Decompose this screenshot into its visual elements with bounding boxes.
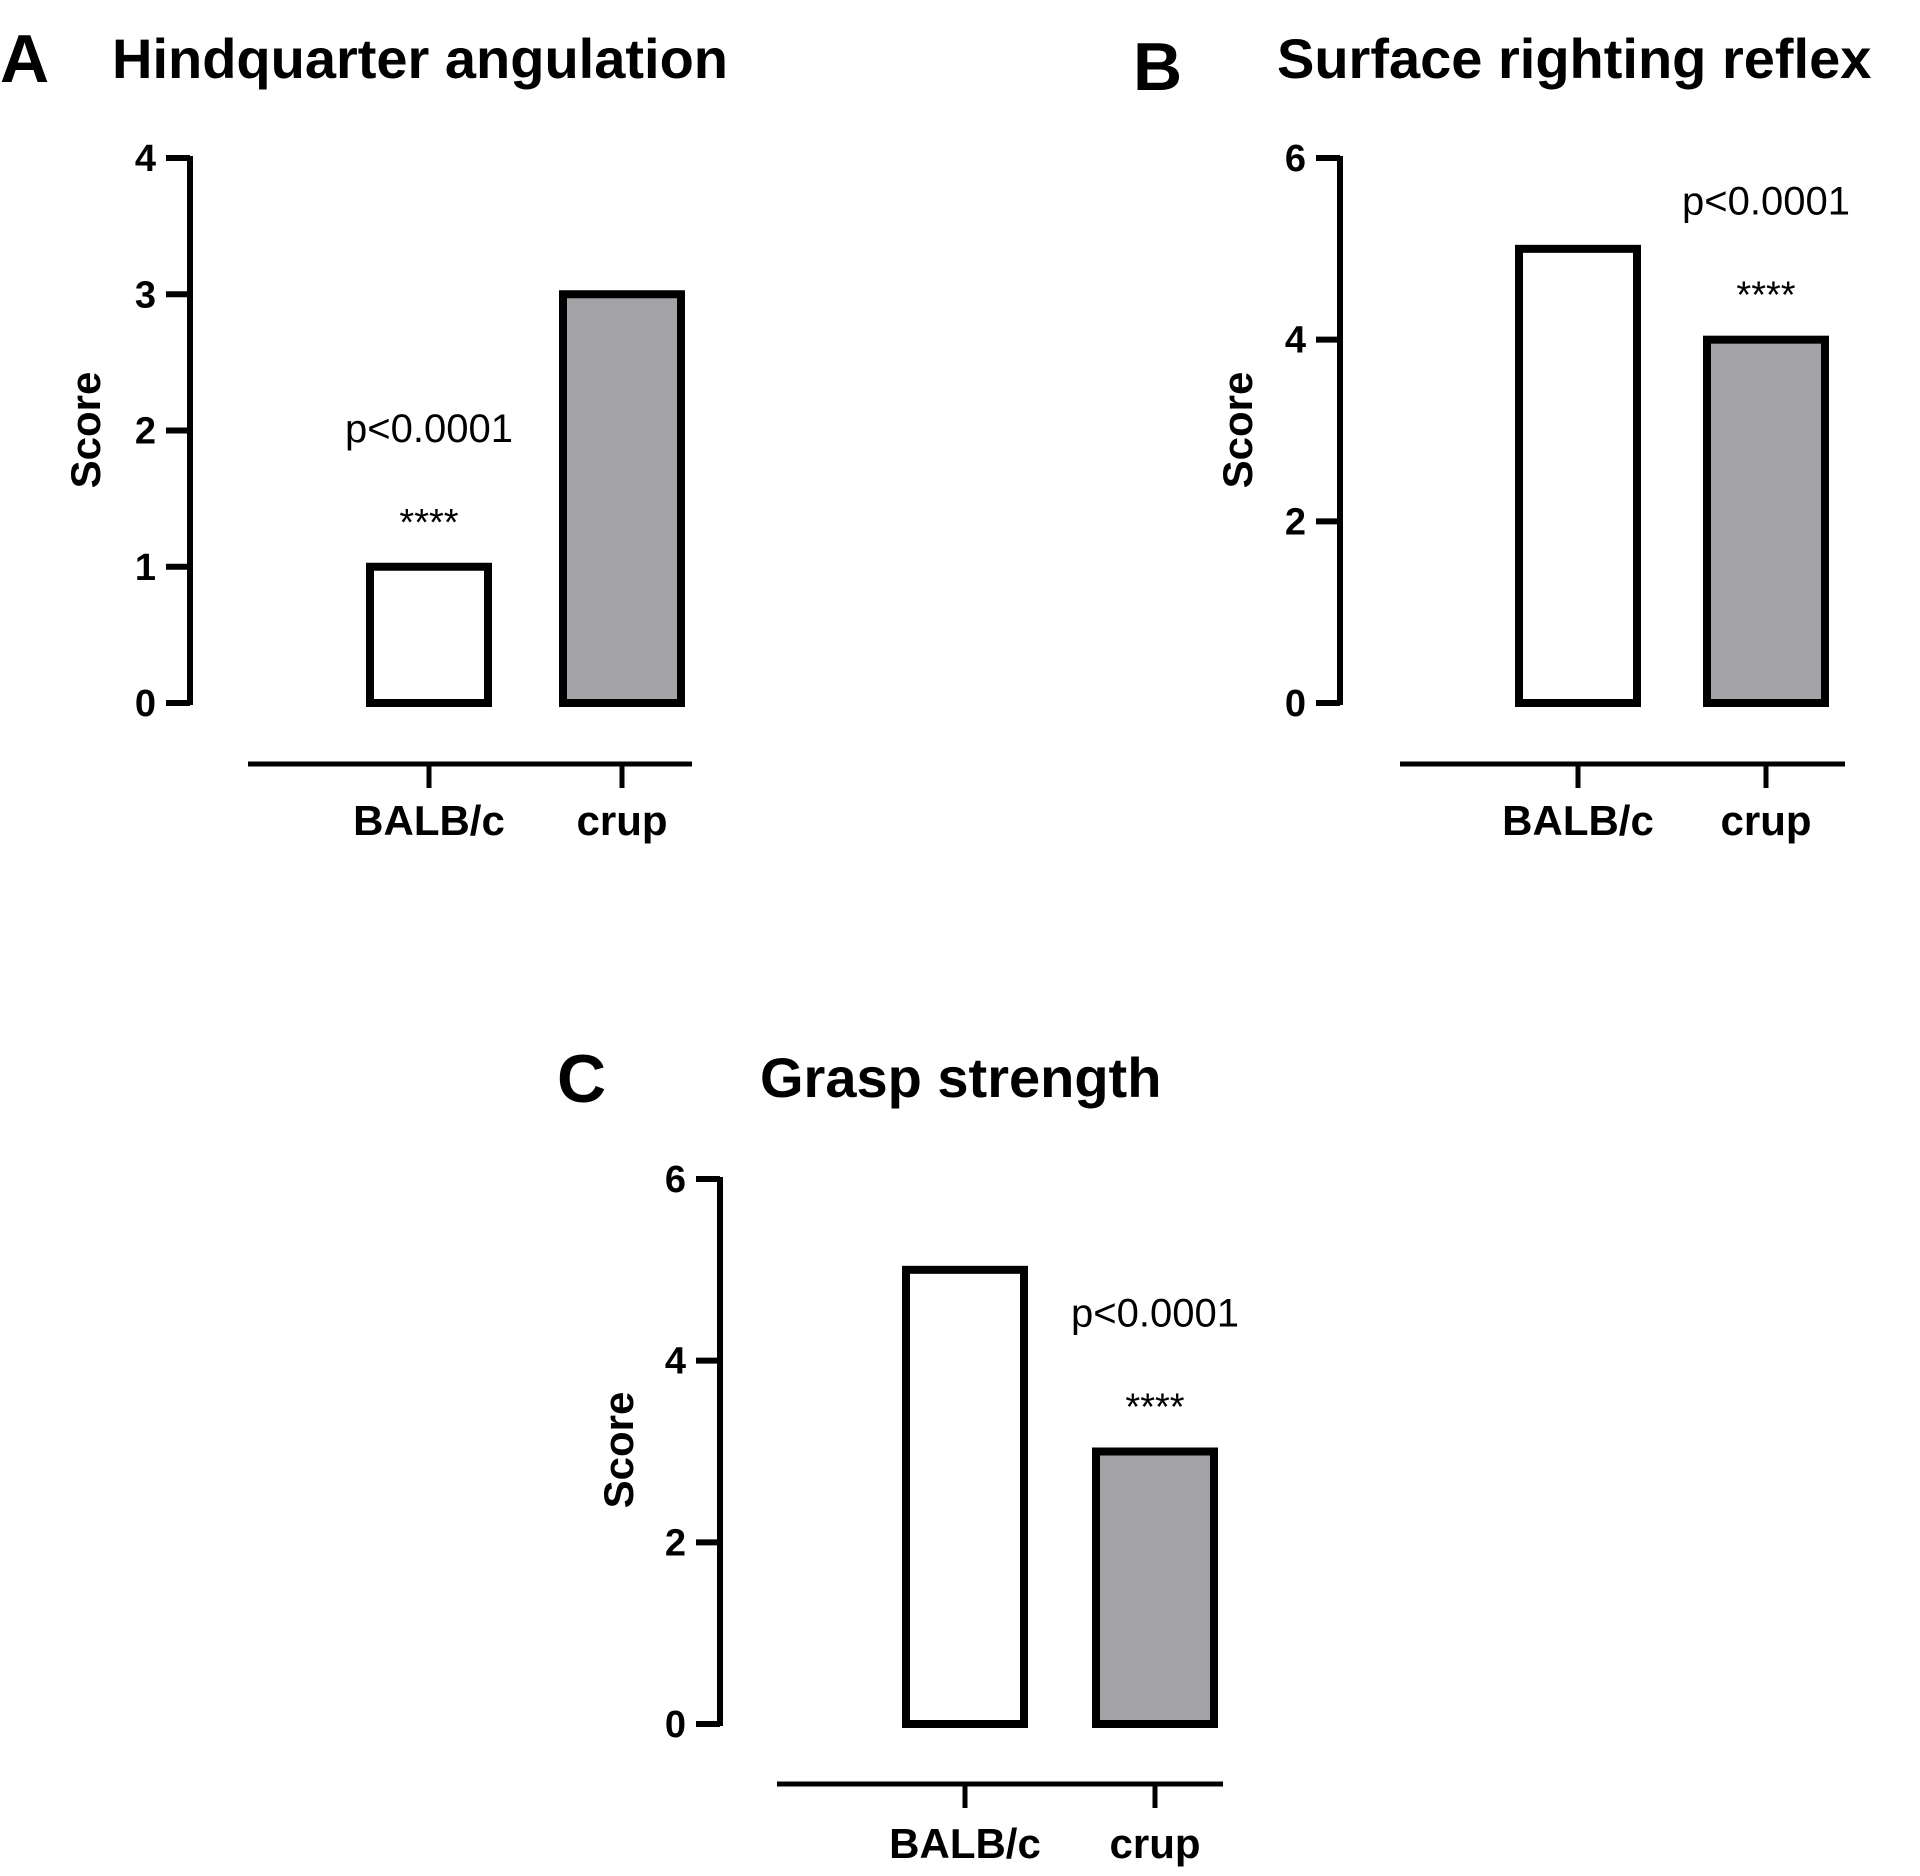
y-axis-title: Score — [62, 372, 109, 489]
x-tick-label: BALB/c — [353, 797, 505, 844]
significance-stars: **** — [1125, 1387, 1184, 1429]
p-value-label: p<0.0001 — [1071, 1292, 1239, 1336]
x-tick-label: crup — [576, 797, 667, 844]
bar-balbc — [902, 1265, 1028, 1729]
bar-balbc — [366, 562, 492, 707]
chart-title: Grasp strength — [760, 1046, 1161, 1109]
bar-balbc — [1515, 244, 1641, 707]
p-value-label: p<0.0001 — [1682, 180, 1850, 224]
chart-title: Hindquarter angulation — [112, 27, 728, 90]
y-tick-label: 4 — [1285, 320, 1306, 362]
y-tick-label: 2 — [665, 1522, 686, 1564]
chart-panel-b: B Surface righting reflex 0 2 4 6 Score BALB/c c… — [1133, 27, 1871, 844]
significance-stars: **** — [1736, 275, 1795, 317]
y-tick-label: 0 — [1285, 683, 1306, 725]
p-value-label: p<0.0001 — [345, 407, 513, 451]
y-tick-label: 1 — [135, 547, 156, 589]
y-axis-title: Score — [1214, 372, 1261, 489]
bar-crup — [559, 290, 685, 707]
panel-letter: C — [557, 1041, 606, 1117]
x-tick-label: crup — [1720, 797, 1811, 844]
y-tick-label: 6 — [1285, 138, 1306, 180]
y-tick-label: 3 — [135, 274, 156, 316]
y-tick-label: 6 — [665, 1159, 686, 1201]
y-tick-label: 2 — [1285, 501, 1306, 543]
chart-panel-c: C Grasp strength 0 2 4 6 Score BALB/c crup **** p<… — [557, 1041, 1239, 1867]
y-tick-label: 0 — [665, 1704, 686, 1746]
x-tick-label: BALB/c — [889, 1820, 1041, 1867]
x-tick-label: BALB/c — [1502, 797, 1654, 844]
y-tick-label: 0 — [135, 683, 156, 725]
x-tick-label: crup — [1109, 1820, 1200, 1867]
y-tick-label: 2 — [135, 411, 156, 453]
chart-panel-a: A Hindquarter angulation 0 1 2 3 4 Score BALB/c c… — [0, 21, 728, 844]
significance-stars: **** — [399, 502, 458, 544]
panel-letter: A — [0, 21, 49, 97]
y-axis-title: Score — [595, 1392, 642, 1509]
panel-letter: B — [1133, 29, 1182, 105]
bar-crup — [1703, 335, 1829, 707]
chart-title: Surface righting reflex — [1277, 27, 1871, 90]
y-tick-label: 4 — [135, 138, 156, 180]
bar-crup — [1092, 1447, 1218, 1728]
y-tick-label: 4 — [665, 1341, 686, 1383]
